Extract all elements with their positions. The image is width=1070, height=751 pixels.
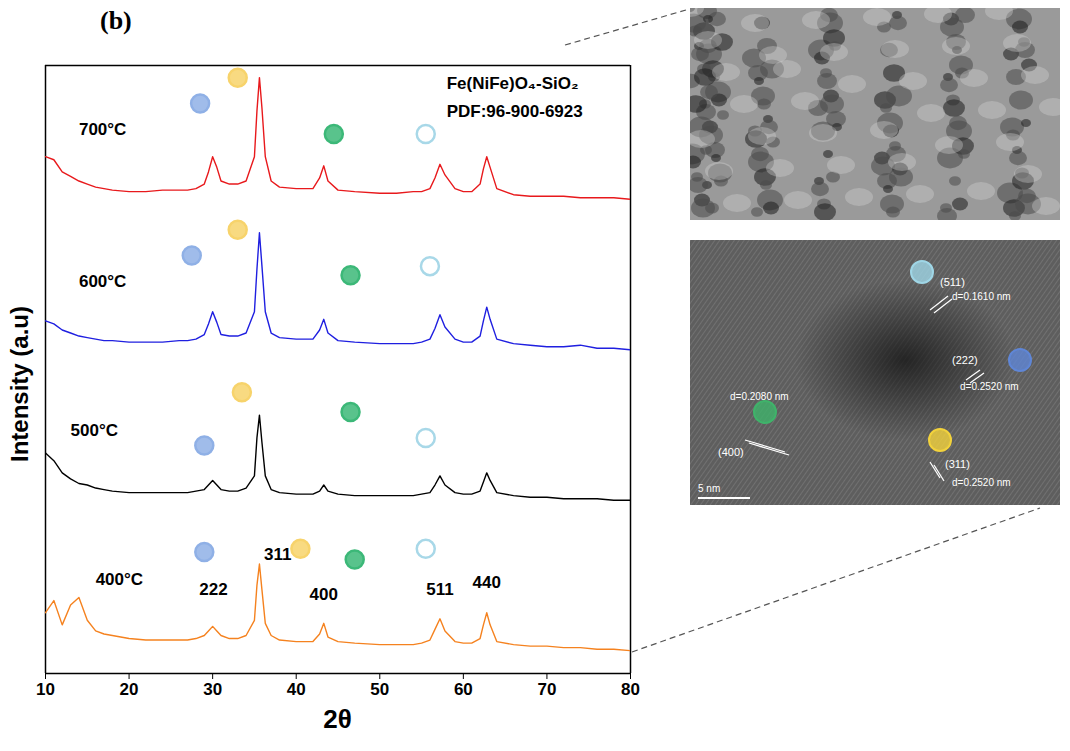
svg-text:400: 400 [310,585,338,604]
svg-text:(311): (311) [945,458,970,470]
svg-text:d=0.2520 nm: d=0.2520 nm [960,381,1019,392]
html-text:(b): (b) [100,6,132,35]
svg-text:20: 20 [120,680,139,699]
svg-text:80: 80 [621,680,640,699]
svg-text:(400): (400) [718,446,744,458]
svg-text:222: 222 [199,580,227,599]
svg-text:Fe(NiFe)O₄-SiO₂: Fe(NiFe)O₄-SiO₂ [447,74,579,93]
svg-text:70: 70 [537,680,556,699]
svg-text:511: 511 [426,580,453,599]
svg-text:30: 30 [203,680,222,699]
svg-text:60: 60 [454,680,473,699]
svg-text:700°C: 700°C [79,120,126,139]
svg-text:PDF:96-900-6923: PDF:96-900-6923 [447,102,583,121]
svg-text:10: 10 [36,680,55,699]
svg-text:400°C: 400°C [96,570,143,589]
svg-text:500°C: 500°C [71,421,118,440]
svg-text:50: 50 [370,680,389,699]
svg-text:311: 311 [264,545,291,564]
svg-text:40: 40 [287,680,306,699]
svg-text:(222): (222) [952,354,978,366]
html-text:Intensity (a.u): Intensity (a.u) [6,306,33,462]
svg-text:440: 440 [473,573,501,592]
svg-text:(511): (511) [940,276,965,288]
svg-text:d=0.2080 nm: d=0.2080 nm [730,391,789,402]
svg-text:d=0.2520 nm: d=0.2520 nm [952,477,1011,488]
html-text:2θ: 2θ [323,704,352,734]
svg-text:5 nm: 5 nm [698,483,720,494]
svg-text:600°C: 600°C [79,272,126,291]
svg-text:d=0.1610 nm: d=0.1610 nm [952,291,1011,302]
